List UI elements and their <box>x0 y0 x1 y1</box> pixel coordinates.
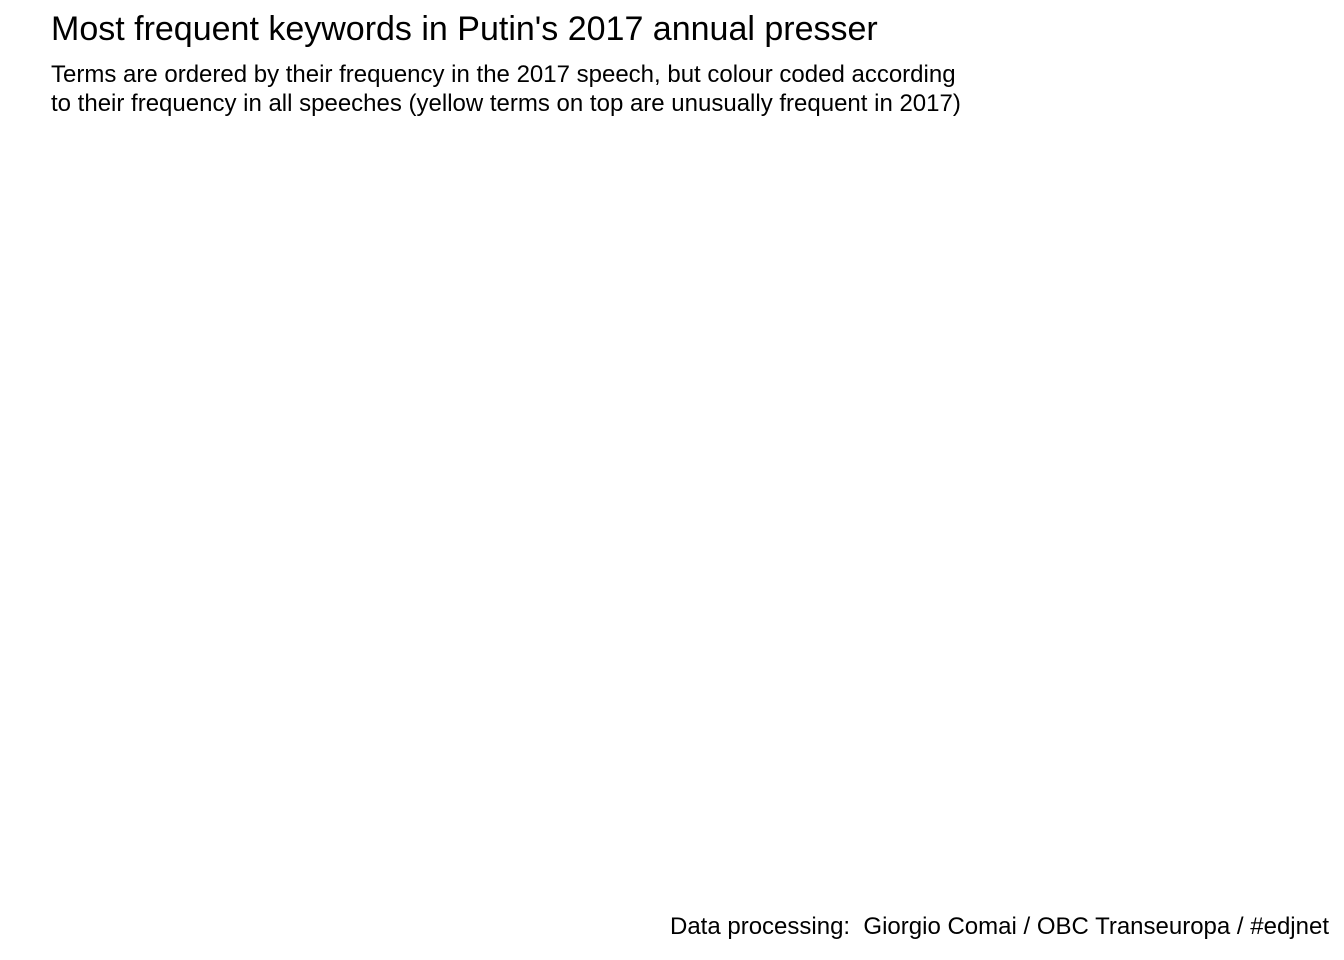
chart-subtitle: Terms are ordered by their frequency in … <box>51 60 1131 118</box>
chart-caption: Data processing: Giorgio Comai / OBC Tra… <box>670 913 1329 940</box>
chart-canvas <box>51 130 1329 890</box>
chart-title: Most frequent keywords in Putin's 2017 a… <box>51 10 878 48</box>
plot-area <box>51 130 1329 890</box>
chart-subtitle-line-1: Terms are ordered by their frequency in … <box>51 61 956 88</box>
chart-subtitle-line-2: to their frequency in all speeches (yell… <box>51 90 961 117</box>
